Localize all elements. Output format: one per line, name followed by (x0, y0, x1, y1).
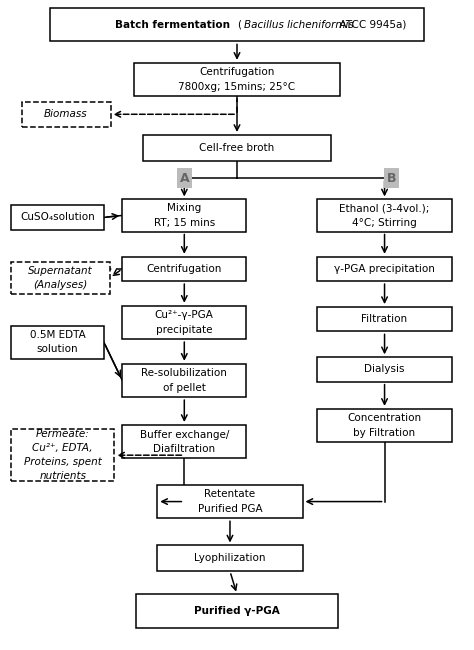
FancyBboxPatch shape (122, 363, 246, 397)
FancyBboxPatch shape (21, 102, 110, 127)
Text: of pellet: of pellet (163, 382, 206, 393)
Text: Cell-free broth: Cell-free broth (200, 143, 274, 153)
Text: Biomass: Biomass (44, 109, 88, 119)
Text: Ethanol (3-4vol.);: Ethanol (3-4vol.); (339, 203, 430, 213)
Text: by Filtration: by Filtration (354, 428, 416, 437)
Text: Concentration: Concentration (347, 413, 421, 423)
Text: Purified γ-PGA: Purified γ-PGA (194, 606, 280, 616)
FancyBboxPatch shape (317, 307, 453, 332)
Text: 4°C; Stirring: 4°C; Stirring (352, 218, 417, 227)
FancyBboxPatch shape (157, 485, 302, 518)
Text: nutrients: nutrients (39, 471, 86, 482)
FancyBboxPatch shape (11, 430, 114, 481)
Text: Dialysis: Dialysis (365, 365, 405, 374)
FancyBboxPatch shape (122, 306, 246, 339)
FancyBboxPatch shape (157, 545, 302, 571)
Text: Retentate: Retentate (204, 489, 255, 499)
Text: 0.5M EDTA: 0.5M EDTA (30, 330, 85, 341)
FancyBboxPatch shape (122, 425, 246, 458)
FancyBboxPatch shape (50, 8, 424, 42)
FancyBboxPatch shape (317, 409, 453, 442)
Text: Filtration: Filtration (362, 314, 408, 324)
Text: A: A (180, 172, 189, 185)
Text: Re-solubilization: Re-solubilization (141, 369, 227, 378)
Text: γ-PGA precipitation: γ-PGA precipitation (334, 264, 435, 274)
FancyBboxPatch shape (143, 135, 331, 161)
FancyBboxPatch shape (317, 257, 453, 281)
FancyBboxPatch shape (11, 326, 104, 359)
Text: Proteins, spent: Proteins, spent (24, 457, 102, 467)
Text: Bacillus licheniformis: Bacillus licheniformis (244, 20, 354, 30)
Text: (Analyses): (Analyses) (33, 280, 88, 290)
Text: B: B (387, 172, 396, 185)
FancyBboxPatch shape (317, 358, 453, 382)
Text: Permeate:: Permeate: (36, 429, 90, 439)
Text: (: ( (237, 20, 241, 30)
FancyBboxPatch shape (122, 200, 246, 231)
Text: Mixing: Mixing (167, 203, 201, 213)
Text: 7800xg; 15mins; 25°C: 7800xg; 15mins; 25°C (178, 81, 296, 92)
FancyBboxPatch shape (137, 594, 337, 628)
Text: Diafiltration: Diafiltration (153, 444, 215, 454)
FancyBboxPatch shape (317, 200, 453, 231)
Text: Buffer exchange/: Buffer exchange/ (140, 430, 229, 439)
FancyBboxPatch shape (11, 262, 109, 294)
Text: Lyophilization: Lyophilization (194, 553, 266, 564)
Text: precipitate: precipitate (156, 324, 212, 335)
Text: Centrifugation: Centrifugation (199, 68, 275, 77)
FancyBboxPatch shape (134, 62, 340, 96)
FancyBboxPatch shape (122, 257, 246, 281)
Text: solution: solution (37, 344, 78, 354)
Text: CuSO₄solution: CuSO₄solution (20, 213, 95, 222)
FancyBboxPatch shape (11, 205, 104, 229)
Text: Cu²⁺, EDTA,: Cu²⁺, EDTA, (33, 443, 93, 453)
Text: Batch fermentation: Batch fermentation (115, 20, 237, 30)
Text: RT; 15 mins: RT; 15 mins (154, 218, 215, 227)
Text: Centrifugation: Centrifugation (146, 264, 222, 274)
Text: Supernatant: Supernatant (28, 266, 93, 276)
Text: Purified PGA: Purified PGA (198, 504, 262, 514)
Text: ATCC 9945a): ATCC 9945a) (333, 20, 406, 30)
Text: Cu²⁺-γ-PGA: Cu²⁺-γ-PGA (155, 310, 214, 320)
